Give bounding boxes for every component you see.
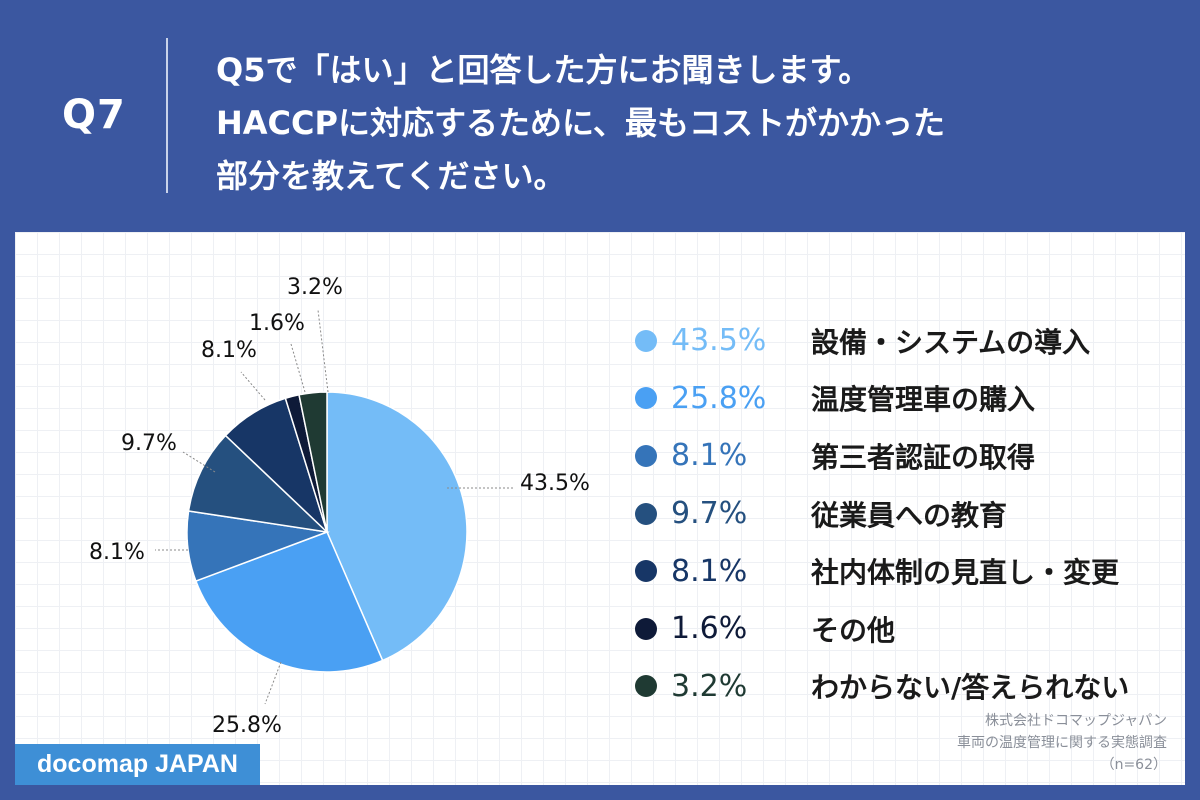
brand-logo: docomap JAPAN (15, 744, 260, 785)
source-note: 株式会社ドコマップジャパン 車両の温度管理に関する実態調査 （n=62） (957, 710, 1167, 776)
pie-label-2: 25.8% (212, 713, 282, 738)
legend-item: 8.1% 社内体制の見直し・変更 (635, 542, 1175, 600)
leader-line-2 (264, 661, 282, 705)
legend-label: 温度管理車の購入 (811, 383, 1036, 417)
question-line-1: Q5で「はい」と回答した方にお聞きします。 (216, 51, 871, 89)
header-divider (166, 38, 168, 193)
pie-label-5: 8.1% (201, 338, 257, 363)
legend-percent: 43.5% (671, 323, 767, 359)
legend-percent: 1.6% (671, 611, 748, 647)
legend-swatch (635, 502, 657, 525)
source-survey: 車両の温度管理に関する実態調査 (957, 735, 1167, 751)
question-number: Q7 (62, 92, 126, 138)
question-line-3: 部分を教えてください。 (216, 157, 566, 195)
leader-line-5 (240, 371, 266, 401)
question-line-2: HACCPに対応するために、最もコストがかかった (216, 104, 946, 142)
legend-percent: 8.1% (671, 553, 748, 589)
legend-label: わからない/答えられない (811, 671, 1130, 705)
legend-label: 第三者認証の取得 (811, 440, 1036, 474)
pie-slice-2 (194, 531, 384, 673)
pie-label-1: 43.5% (520, 471, 590, 496)
pie-label-7: 3.2% (287, 275, 343, 300)
legend-item: 43.5% 設備・システムの導入 (635, 312, 1175, 370)
pie-slice-1 (326, 391, 468, 662)
legend-percent: 9.7% (671, 496, 748, 532)
legend-percent: 8.1% (671, 438, 748, 474)
pie-label-4: 9.7% (121, 431, 177, 456)
legend-swatch (635, 387, 657, 410)
legend-swatch (635, 675, 657, 698)
question-text: Q5で「はい」と回答した方にお聞きします。 HACCPに対応するために、最もコス… (216, 44, 1156, 203)
legend-label: 従業員への教育 (811, 498, 1008, 532)
legend-item: 3.2% わからない/答えられない (635, 658, 1175, 716)
legend-swatch (635, 560, 657, 583)
legend-swatch (635, 444, 657, 467)
legend-label: 社内体制の見直し・変更 (811, 556, 1120, 590)
legend-item: 8.1% 第三者認証の取得 (635, 427, 1175, 485)
pie-label-6: 1.6% (249, 311, 305, 336)
legend-item: 9.7% 従業員への教育 (635, 485, 1175, 543)
pie-slice-4 (187, 434, 330, 534)
pie-slice-7 (298, 391, 328, 533)
legend-percent: 3.2% (671, 668, 748, 704)
source-sample-size: （n=62） (1100, 757, 1167, 773)
header: Q7 Q5で「はい」と回答した方にお聞きします。 HACCPに対応するために、最… (0, 0, 1200, 230)
source-company: 株式会社ドコマップジャパン (985, 713, 1167, 729)
chart-legend: 43.5% 設備・システムの導入 25.8% 温度管理車の購入 8.1% 第三者認証の取得… (635, 312, 1175, 715)
legend-label: 設備・システムの導入 (811, 325, 1091, 359)
legend-item: 25.8% 温度管理車の購入 (635, 370, 1175, 428)
legend-item: 1.6% その他 (635, 600, 1175, 658)
leader-line-6 (290, 343, 306, 393)
pie-label-3: 8.1% (89, 540, 145, 565)
pie-chart: 43.5%25.8%8.1%9.7%8.1%1.6%3.2% (89, 275, 590, 738)
chart-panel: 43.5% 25.8% 8.1% 9.7% 8.1% 1.6% 3.2% 43.5% 設備・シ… (15, 232, 1185, 785)
legend-label: その他 (811, 613, 896, 647)
leader-line-7 (317, 309, 329, 393)
legend-swatch (635, 617, 657, 640)
legend-swatch (635, 329, 657, 352)
legend-percent: 25.8% (671, 380, 767, 416)
